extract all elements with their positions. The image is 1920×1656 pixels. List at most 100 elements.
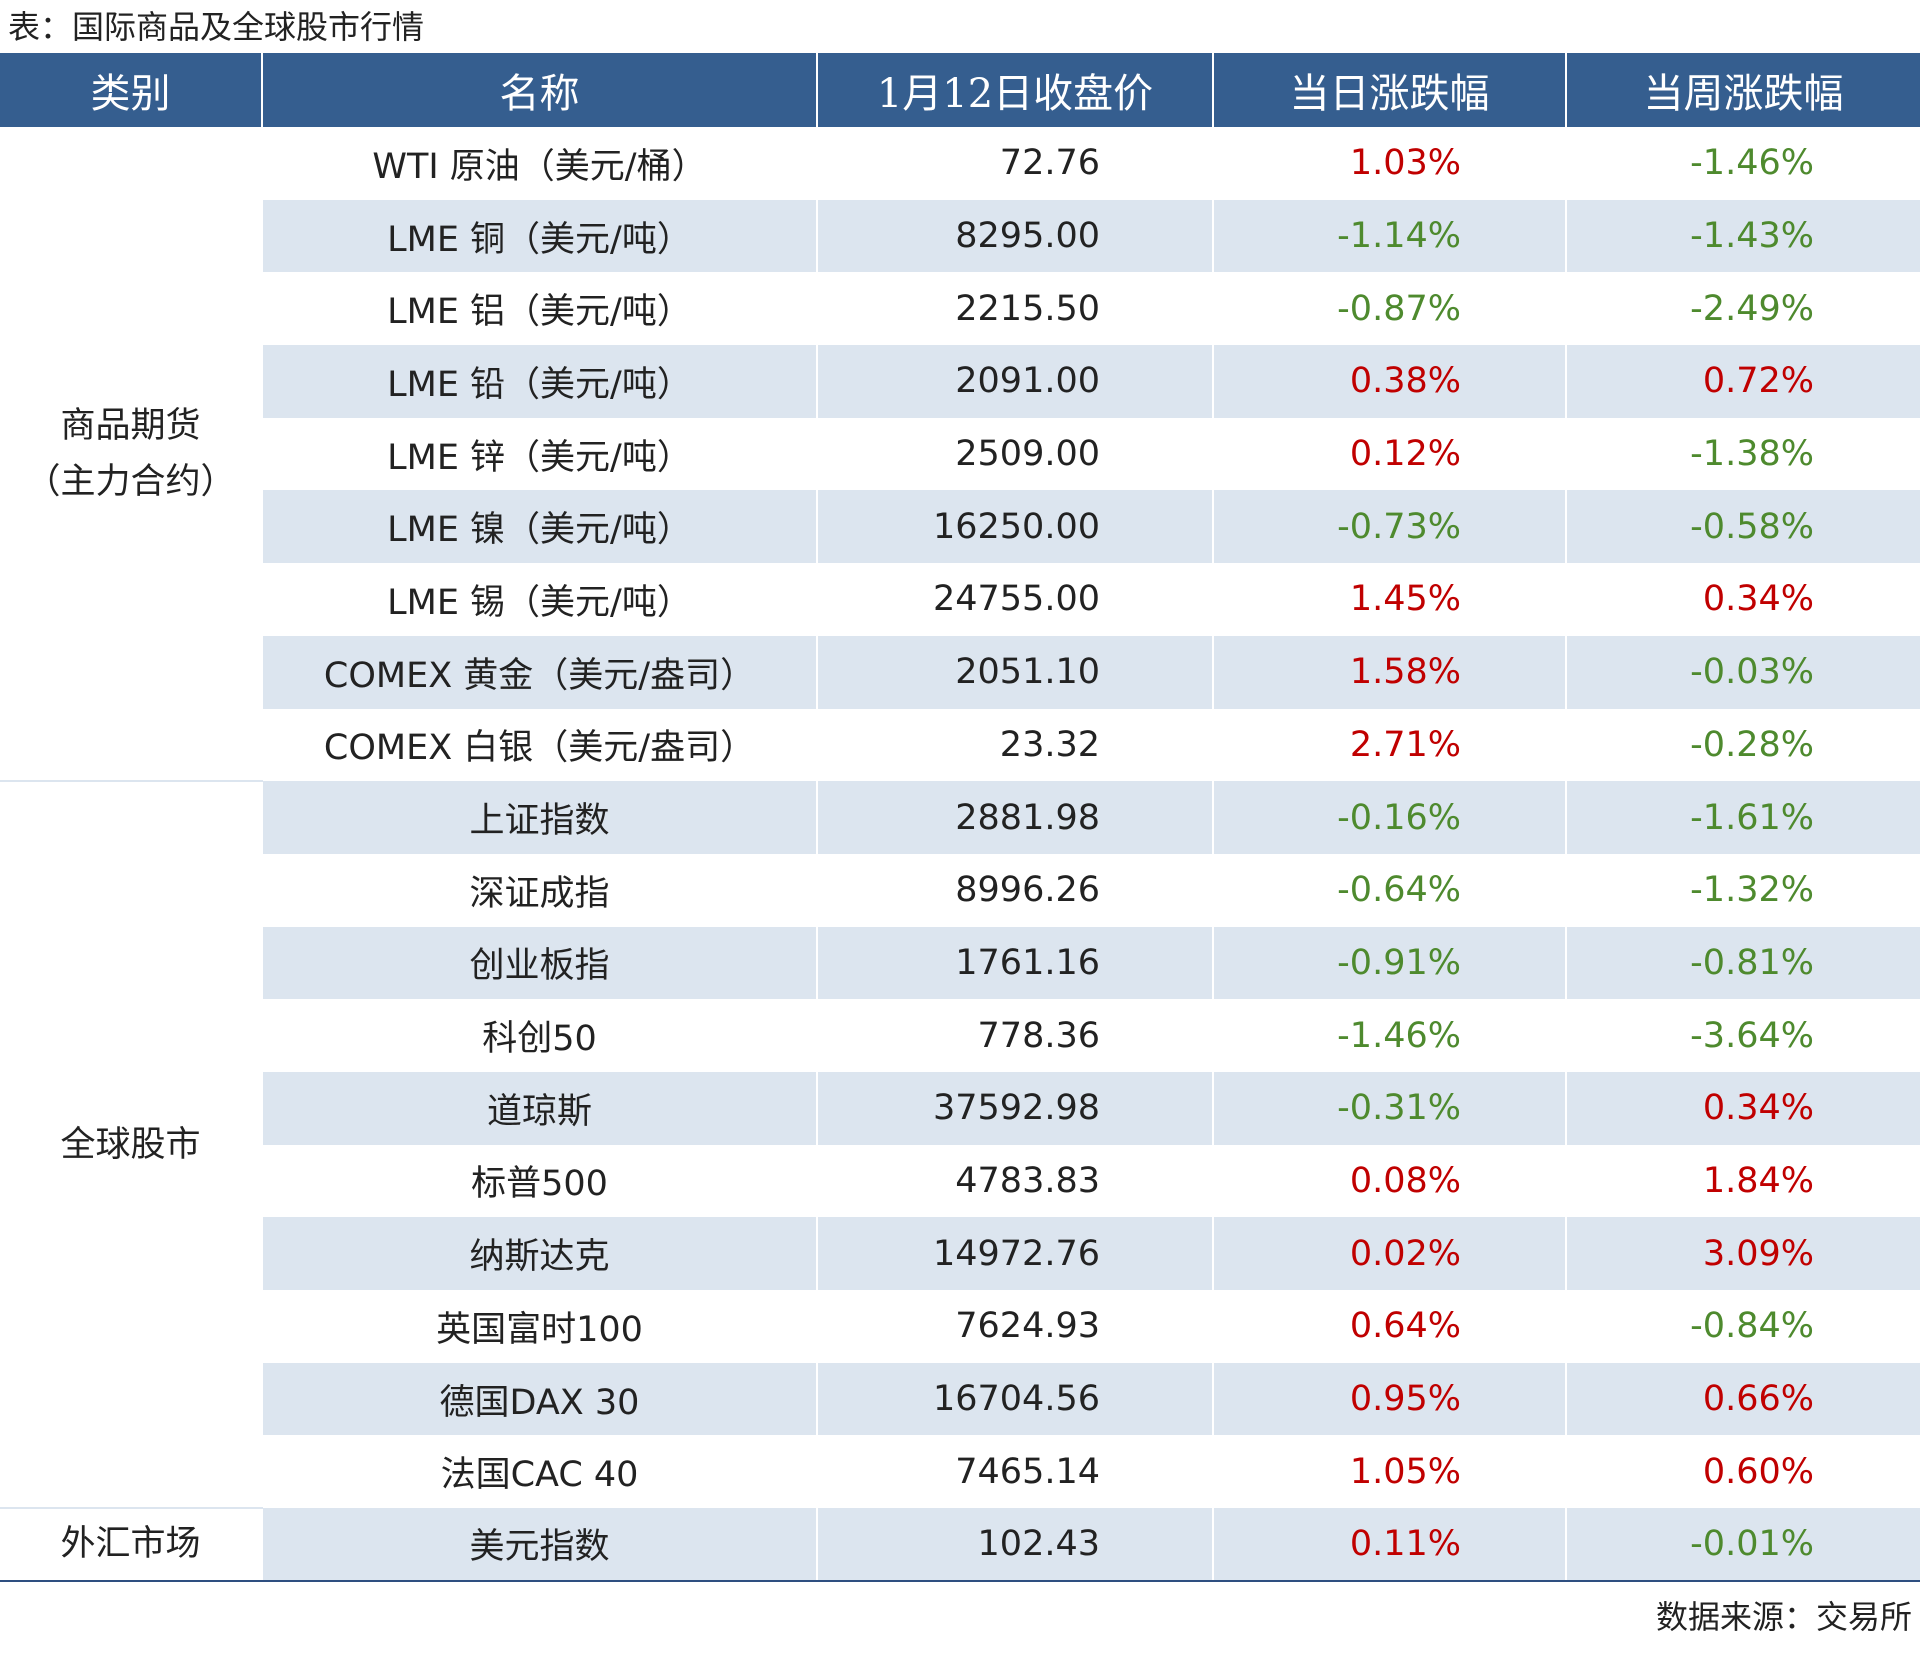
table-row: COMEX 白银（美元/盎司） 23.32 2.71% -0.28% bbox=[0, 708, 1920, 782]
category-fx-market: 外汇市场 bbox=[0, 1508, 262, 1582]
instrument-name: 美元指数 bbox=[261, 1508, 817, 1582]
close-price: 8996.26 bbox=[816, 853, 1213, 927]
daily-change: 0.11% bbox=[1212, 1508, 1566, 1582]
market-table: 类别 名称 1月12日收盘价 当日涨跌幅 当周涨跌幅 商品期货 （主力合约） WTI… bbox=[0, 53, 1920, 1582]
category-global-stocks: 全球股市 bbox=[0, 781, 262, 1510]
weekly-change: 0.72% bbox=[1565, 345, 1920, 418]
instrument-name: 创业板指 bbox=[261, 926, 817, 1000]
close-price: 16250.00 bbox=[816, 490, 1213, 564]
close-price: 1761.16 bbox=[816, 926, 1213, 1000]
instrument-name: LME 镍（美元/吨） bbox=[261, 490, 817, 564]
weekly-change: -1.38% bbox=[1565, 417, 1920, 491]
table-row: LME 锡（美元/吨） 24755.00 1.45% 0.34% bbox=[0, 563, 1920, 636]
weekly-change: 1.84% bbox=[1565, 1144, 1920, 1218]
category-label: 外汇市场 bbox=[60, 1524, 201, 1565]
table-row: 全球股市 上证指数 2881.98 -0.16% -1.61% bbox=[0, 781, 1920, 1510]
daily-change: 0.12% bbox=[1212, 417, 1566, 491]
weekly-change: -1.43% bbox=[1565, 199, 1920, 273]
table-row: LME 锌（美元/吨） 2509.00 0.12% -1.38% bbox=[0, 417, 1920, 491]
weekly-change: -0.84% bbox=[1565, 1290, 1920, 1363]
daily-change: 1.45% bbox=[1212, 563, 1566, 636]
daily-change: -0.87% bbox=[1212, 272, 1566, 346]
table-row: 纳斯达克 14972.76 0.02% 3.09% bbox=[0, 1217, 1920, 1290]
instrument-name: 英国富时100 bbox=[261, 1290, 817, 1363]
close-price: 37592.98 bbox=[816, 1071, 1213, 1145]
close-price: 72.76 bbox=[816, 127, 1213, 200]
daily-change: -0.73% bbox=[1212, 490, 1566, 564]
weekly-change: -0.01% bbox=[1565, 1508, 1920, 1582]
close-price: 16704.56 bbox=[816, 1362, 1213, 1436]
table-row: 创业板指 1761.16 -0.91% -0.81% bbox=[0, 926, 1920, 1000]
instrument-name: COMEX 白银（美元/盎司） bbox=[261, 708, 817, 782]
instrument-name: 德国DAX 30 bbox=[261, 1362, 817, 1436]
daily-change: -1.14% bbox=[1212, 199, 1566, 273]
instrument-name: 深证成指 bbox=[261, 853, 817, 927]
category-label: 全球股市 bbox=[60, 1124, 201, 1165]
weekly-change: -1.32% bbox=[1565, 853, 1920, 927]
close-price: 2051.10 bbox=[816, 635, 1213, 709]
daily-change: 0.38% bbox=[1212, 345, 1566, 418]
daily-change: -0.91% bbox=[1212, 926, 1566, 1000]
header-name: 名称 bbox=[261, 53, 817, 127]
header-row: 类别 名称 1月12日收盘价 当日涨跌幅 当周涨跌幅 bbox=[0, 53, 1920, 127]
instrument-name: LME 铜（美元/吨） bbox=[261, 199, 817, 273]
weekly-change: -1.46% bbox=[1565, 127, 1920, 200]
instrument-name: 法国CAC 40 bbox=[261, 1435, 817, 1509]
daily-change: -0.16% bbox=[1212, 781, 1566, 854]
data-source: 数据来源：交易所 bbox=[1655, 1598, 1912, 1636]
weekly-change: 0.34% bbox=[1565, 563, 1920, 636]
table-row: 科创50 778.36 -1.46% -3.64% bbox=[0, 999, 1920, 1072]
close-price: 7624.93 bbox=[816, 1290, 1213, 1363]
instrument-name: LME 锡（美元/吨） bbox=[261, 563, 817, 636]
instrument-name: 科创50 bbox=[261, 999, 817, 1072]
daily-change: 1.05% bbox=[1212, 1435, 1566, 1509]
close-price: 8295.00 bbox=[816, 199, 1213, 273]
close-price: 2881.98 bbox=[816, 781, 1213, 854]
weekly-change: -1.61% bbox=[1565, 781, 1920, 854]
table-row: LME 铜（美元/吨） 8295.00 -1.14% -1.43% bbox=[0, 199, 1920, 273]
instrument-name: LME 锌（美元/吨） bbox=[261, 417, 817, 491]
weekly-change: 0.34% bbox=[1565, 1071, 1920, 1145]
close-price: 4783.83 bbox=[816, 1144, 1213, 1218]
close-price: 23.32 bbox=[816, 708, 1213, 782]
weekly-change: -0.28% bbox=[1565, 708, 1920, 782]
daily-change: 1.58% bbox=[1212, 635, 1566, 709]
weekly-change: 0.60% bbox=[1565, 1435, 1920, 1509]
instrument-name: 纳斯达克 bbox=[261, 1217, 817, 1290]
close-price: 778.36 bbox=[816, 999, 1213, 1072]
instrument-name: 标普500 bbox=[261, 1144, 817, 1218]
category-label: 商品期货 bbox=[60, 405, 201, 446]
instrument-name: 上证指数 bbox=[261, 781, 817, 854]
close-price: 2215.50 bbox=[816, 272, 1213, 346]
close-price: 2509.00 bbox=[816, 417, 1213, 491]
instrument-name: WTI 原油（美元/桶） bbox=[261, 127, 817, 200]
daily-change: 0.08% bbox=[1212, 1144, 1566, 1218]
table-row: 标普500 4783.83 0.08% 1.84% bbox=[0, 1144, 1920, 1218]
close-price: 14972.76 bbox=[816, 1217, 1213, 1290]
table-row: 法国CAC 40 7465.14 1.05% 0.60% bbox=[0, 1435, 1920, 1509]
table-row: 商品期货 （主力合约） WTI 原油（美元/桶） 72.76 1.03% -1.46% bbox=[0, 127, 1920, 783]
daily-change: 0.95% bbox=[1212, 1362, 1566, 1436]
header-close-price: 1月12日收盘价 bbox=[816, 53, 1213, 127]
close-price: 2091.00 bbox=[816, 345, 1213, 418]
daily-change: -0.64% bbox=[1212, 853, 1566, 927]
table-title: 表：国际商品及全球股市行情 bbox=[8, 8, 425, 46]
table-row: 道琼斯 37592.98 -0.31% 0.34% bbox=[0, 1071, 1920, 1145]
table-row: 英国富时100 7624.93 0.64% -0.84% bbox=[0, 1290, 1920, 1363]
close-price: 24755.00 bbox=[816, 563, 1213, 636]
table-row: LME 铝（美元/吨） 2215.50 -0.87% -2.49% bbox=[0, 272, 1920, 346]
daily-change: -0.31% bbox=[1212, 1071, 1566, 1145]
header-category: 类别 bbox=[0, 53, 262, 127]
instrument-name: LME 铅（美元/吨） bbox=[261, 345, 817, 418]
daily-change: -1.46% bbox=[1212, 999, 1566, 1072]
instrument-name: COMEX 黄金（美元/盎司） bbox=[261, 635, 817, 709]
table-row: LME 铅（美元/吨） 2091.00 0.38% 0.72% bbox=[0, 345, 1920, 418]
daily-change: 0.64% bbox=[1212, 1290, 1566, 1363]
table-row: COMEX 黄金（美元/盎司） 2051.10 1.58% -0.03% bbox=[0, 635, 1920, 709]
daily-change: 2.71% bbox=[1212, 708, 1566, 782]
daily-change: 0.02% bbox=[1212, 1217, 1566, 1290]
category-label: （主力合约） bbox=[25, 461, 236, 502]
table-row: 外汇市场 美元指数 102.43 0.11% -0.01% bbox=[0, 1508, 1920, 1582]
weekly-change: -0.81% bbox=[1565, 926, 1920, 1000]
daily-change: 1.03% bbox=[1212, 127, 1566, 200]
